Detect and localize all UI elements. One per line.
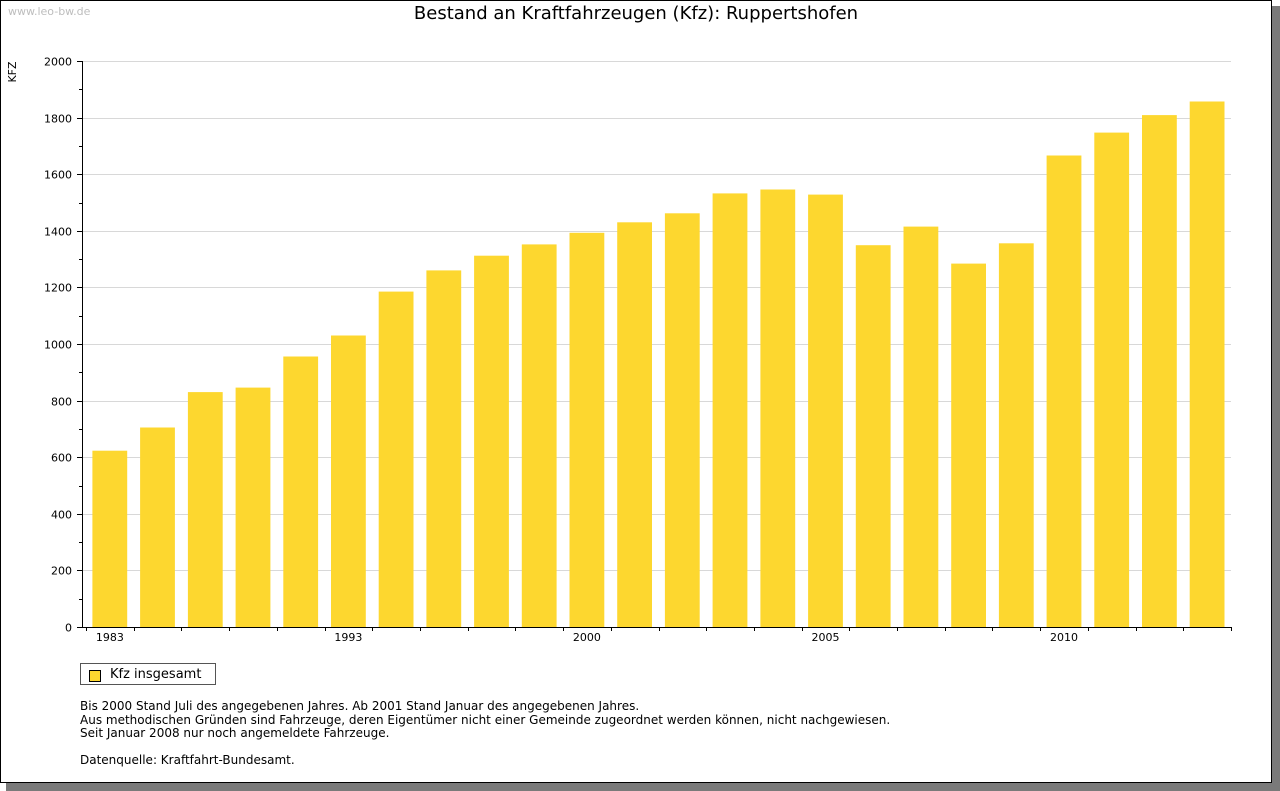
bar	[92, 450, 128, 627]
bar	[760, 189, 796, 627]
footnotes: Bis 2000 Stand Juli des angegebenen Jahr…	[80, 699, 891, 741]
y-tick-label: 1200	[44, 282, 72, 295]
y-axis-ticks: 0 200 400 600 800 1000 1200 1400 1600 1800 2000	[44, 56, 82, 635]
bar	[521, 244, 557, 627]
frame-shadow-bottom	[6, 783, 1280, 791]
y-tick-label: 1800	[44, 113, 72, 126]
bar	[235, 387, 271, 627]
y-tick-label: 800	[51, 396, 72, 409]
x-tick-label: 2000	[573, 631, 601, 644]
bar	[378, 291, 414, 627]
bar	[951, 263, 986, 627]
grid-lines	[82, 61, 1231, 571]
y-tick-label: 400	[51, 509, 72, 522]
y-tick-label: 1400	[44, 226, 72, 239]
footnote-line: Seit Januar 2008 nur noch angemeldete Fa…	[80, 726, 390, 740]
bar	[140, 427, 175, 627]
bar	[569, 232, 605, 628]
bar	[855, 245, 891, 627]
bar-chart: 0 200 400 600 800 1000 1200 1400 1600 1800 2000 19…	[6, 56, 1232, 644]
y-axis-label: KFZ	[6, 61, 19, 83]
x-tick-label: 2005	[812, 631, 840, 644]
bar	[664, 213, 700, 628]
legend-swatch-icon	[89, 670, 101, 682]
watermark: www.leo-bw.de	[8, 5, 91, 18]
x-tick-label: 1983	[96, 631, 124, 644]
bar	[1046, 155, 1082, 627]
bar	[903, 226, 939, 627]
y-tick-label: 2000	[44, 56, 72, 69]
bar	[187, 392, 223, 627]
bar	[712, 193, 748, 627]
bar	[426, 270, 462, 627]
bar	[1094, 132, 1130, 627]
axes	[77, 61, 1231, 628]
bar	[283, 356, 319, 627]
y-tick-label: 1000	[44, 339, 72, 352]
bar	[474, 255, 509, 627]
bar	[1189, 101, 1225, 627]
bars	[92, 101, 1225, 628]
bar	[331, 335, 366, 627]
bar	[808, 194, 843, 627]
x-tick-label: 1993	[334, 631, 362, 644]
footnote-line: Bis 2000 Stand Juli des angegebenen Jahr…	[80, 699, 640, 713]
bar	[998, 243, 1034, 628]
y-tick-label: 0	[65, 622, 72, 635]
bar	[617, 222, 652, 628]
y-tick-label: 600	[51, 452, 72, 465]
x-tick-label: 2010	[1050, 631, 1078, 644]
footnote-line: Aus methodischen Gründen sind Fahrzeuge,…	[80, 712, 891, 727]
y-tick-label: 1600	[44, 169, 72, 182]
chart-title: Bestand an Kraftfahrzeugen (Kfz): Rupper…	[413, 3, 859, 24]
legend: Kfz insgesamt	[80, 663, 216, 685]
y-tick-label: 200	[51, 565, 72, 578]
bar	[1142, 115, 1177, 627]
data-source: Datenquelle: Kraftfahrt-Bundesamt.	[80, 753, 295, 767]
frame-shadow-right	[1272, 6, 1280, 791]
x-axis-ticks: 1983 1993 2000 2005 2010	[86, 627, 1232, 644]
legend-label: Kfz insgesamt	[110, 667, 202, 682]
